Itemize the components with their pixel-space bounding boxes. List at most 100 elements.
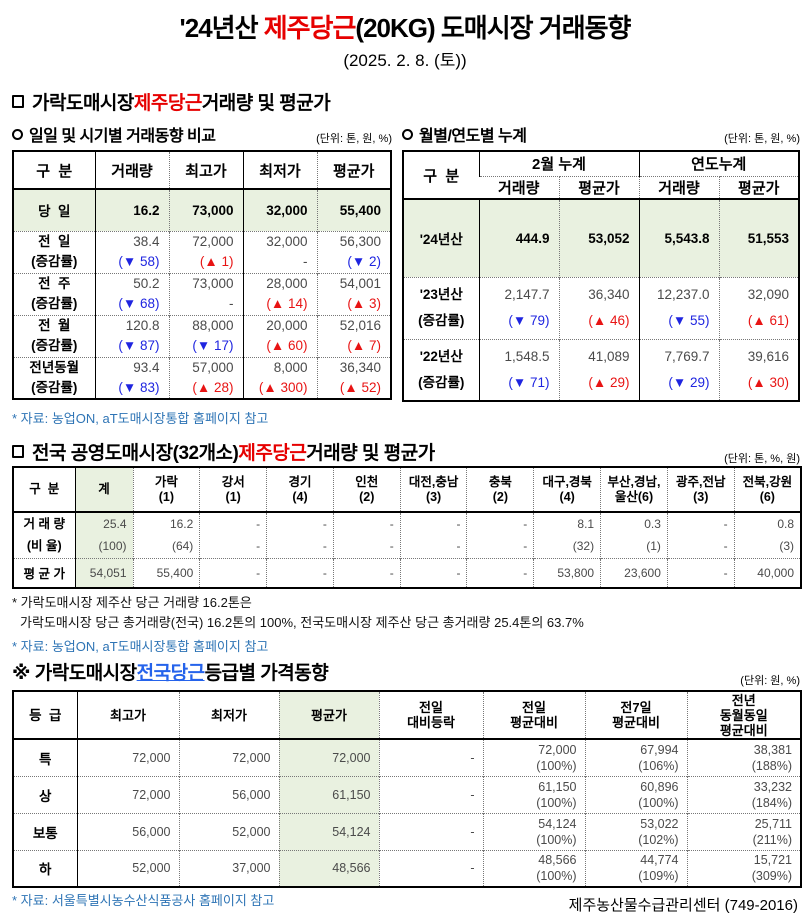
cell: 39,616 (▲ 30) (718, 339, 799, 401)
col-header-line: 전년 (731, 692, 756, 708)
table-row-grade-special: 특 72,000 72,000 72,000 - 72,000 (100%) 67… (13, 739, 801, 776)
col-header-gubun: 구 분 (423, 167, 460, 185)
cell-value: 72,000 (538, 742, 577, 757)
cell-value: 48,566 (278, 850, 379, 887)
cell-value: 61,150 (538, 779, 577, 794)
cell-delta: - (229, 296, 234, 311)
cell-ratio: (100%) (536, 832, 577, 847)
cell: 0.8 (3) (733, 512, 801, 558)
cell-ratio: (184%) (751, 795, 792, 810)
source-note-2: * 자료: 농업ON, aT도매시장통합 홈페이지 참고 (12, 639, 269, 654)
cell-value: 0.8 (777, 517, 794, 532)
cell: 33,232 (184%) (686, 776, 801, 813)
cell: 36,340 (▲ 52) (316, 357, 391, 399)
cell-value: 1,548.5 (504, 348, 550, 364)
cell-value: 12,237.0 (656, 287, 710, 302)
cell-value: 53,052 (558, 199, 639, 277)
cell-value: 52,016 (339, 318, 381, 333)
cell-delta: (▼ 79) (508, 313, 550, 328)
cell-value: 7,769.7 (664, 348, 710, 364)
row-label: 전 일 (증감률) (13, 231, 95, 273)
cell-value: - (399, 558, 467, 588)
col-header-prev-year: 전년 동월동일 평균대비 (686, 691, 801, 739)
col-header-avg: 평균가 (316, 151, 391, 189)
cell-delta: (▼ 68) (118, 296, 160, 311)
cell-value: 16.2 (169, 517, 194, 532)
cell-value: 56,000 (178, 776, 279, 813)
col-header-line: (4) (292, 489, 308, 504)
row-label: 상 (39, 788, 52, 804)
cell-value: - (389, 517, 394, 532)
table-header-row: 구 분 거래량 최고가 최저가 평균가 (13, 151, 391, 189)
cell-delta: (▲ 30) (747, 374, 789, 390)
col-header-market: 전북,강원 (6) (733, 467, 801, 512)
cell-value: 33,232 (753, 779, 792, 794)
col-header-line: 충북 (488, 474, 512, 489)
row-label: 전 월 (증감률) (13, 315, 95, 357)
cell-value: 60,896 (640, 779, 679, 794)
section2-unit-label: (단위: 톤, %, 원) (724, 453, 800, 465)
col-header-high: 최고가 (76, 691, 179, 739)
col-header-line: 동월동일 (719, 707, 768, 723)
table-row-grade-normal: 보통 56,000 52,000 54,124 - 54,124 (100%) 5… (13, 813, 801, 850)
col-header-line: (1) (225, 489, 241, 504)
col-header-line: 대구,경북 (542, 474, 592, 489)
col-header-avg: 평균가 (278, 691, 379, 739)
cell: -- (199, 512, 267, 558)
cell-delta: (▲ 60) (266, 338, 308, 353)
cell-value: 28,000 (266, 276, 308, 291)
col-header-line: 대전,충남 (408, 474, 459, 489)
col-header-line: 평균대비 (612, 715, 660, 730)
table-header-row: 등 급 최고가 최저가 평균가 전일 대비등락 전일 평균대비 전7일 평균대비 전년… (13, 691, 801, 739)
cell-value: 55,400 (316, 189, 391, 231)
cell: 44,774 (109%) (584, 850, 687, 887)
col-header-line: (3) (425, 489, 442, 504)
cell-delta: (▼ 55) (668, 313, 710, 328)
cell: 25,711 (211%) (686, 813, 801, 850)
cell-value: 25.4 (103, 517, 127, 532)
table-row-grade-low: 하 52,000 37,000 48,566 - 48,566 (100%) 44… (13, 850, 801, 887)
cell-value: 38.4 (133, 234, 160, 249)
cell-value: - (523, 517, 528, 532)
cell: 93.4 (▼ 83) (94, 357, 169, 399)
source-note-1: * 자료: 농업ON, aT도매시장통합 홈페이지 참고 (12, 411, 269, 426)
cell-value: 73,000 (192, 276, 234, 291)
page-title: '24년산 제주당근(20KG) 도매시장 거래동향 (0, 8, 810, 45)
cell-ratio: (100%) (536, 869, 577, 884)
col-header-line: 전7일 (620, 700, 652, 715)
cell-value: 15,721 (753, 853, 792, 868)
section3-heading: ※ 가락도매시장 전국당근 등급별 가격동향 (12, 658, 329, 685)
col-header-line: 가락 (154, 474, 178, 489)
table-row-prev-day: 전 일 (증감률) 38.4 (▼ 58) 72,000 (▲ 1) 32,000- … (13, 231, 391, 273)
cell-value: 8,000 (273, 359, 308, 375)
cell-delta: (▲ 7) (347, 338, 381, 353)
cell-value: 0.3 (644, 517, 661, 532)
cell: 1,548.5 (▼ 71) (478, 339, 559, 401)
row-label-main: '22년산 (419, 348, 463, 364)
cell: 61,150 (100%) (482, 776, 585, 813)
col-header-change: 전일 대비등락 (378, 691, 483, 739)
cell: 88,000 (▼ 17) (168, 315, 243, 357)
row-label-main: 전 월 (38, 318, 71, 333)
cell: 67,994 (106%) (584, 739, 687, 776)
col-header-line: 광주,전남 (676, 474, 726, 489)
cell-value: 88,000 (192, 318, 234, 333)
cell-ratio: (64) (171, 539, 194, 554)
row-label-main: 전 일 (38, 234, 71, 249)
report-date: (2025. 2. 8. (토)) (343, 51, 467, 70)
row-label: 거 래 량 (비 율) (13, 512, 75, 558)
cell-value: 120.8 (125, 318, 160, 333)
row-label: '23년산 (증감률) (403, 277, 479, 339)
cell: 72,000 (▲ 1) (168, 231, 243, 273)
cell-ratio: (211%) (752, 832, 792, 847)
cell-value: 55,400 (132, 558, 200, 588)
cell-value: 53,022 (640, 816, 679, 831)
cell-value: 8.1 (577, 517, 595, 532)
cell-ratio: (100%) (536, 795, 577, 810)
cell-value: 67,994 (640, 742, 679, 757)
cell-value: - (723, 517, 728, 532)
table-row-volume: 거 래 량 (비 율) 25.4 (100) 16.2 (64) -- -- -- -… (13, 512, 801, 558)
cell-value: - (378, 813, 483, 850)
row-label: 평 균 가 (23, 567, 65, 582)
cell: 8.1 (32) (533, 512, 601, 558)
